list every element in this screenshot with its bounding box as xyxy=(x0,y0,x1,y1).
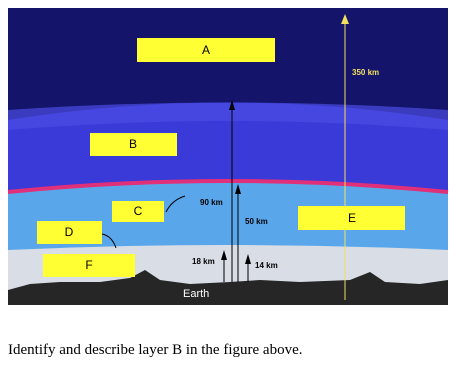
altitude-label: 90 km xyxy=(200,198,223,207)
label-box xyxy=(43,254,135,277)
question: Identify and describe layer B in the fig… xyxy=(8,342,303,358)
layer-label: D xyxy=(65,225,74,239)
boundary-line xyxy=(7,179,449,194)
label-box xyxy=(298,206,405,230)
altitude-label: 18 km xyxy=(192,257,215,266)
earth-surface xyxy=(8,270,448,305)
arrowhead xyxy=(245,254,251,264)
layer-label: A xyxy=(202,43,210,57)
arrowhead xyxy=(235,184,241,194)
layer-label: F xyxy=(85,258,92,272)
altitude-label: 50 km xyxy=(245,217,268,226)
layer-label: B xyxy=(129,137,137,151)
label-box xyxy=(37,221,102,244)
label-box xyxy=(90,133,177,156)
altitude-label: 350 km xyxy=(352,68,379,77)
label-box xyxy=(112,201,164,222)
pointer xyxy=(165,195,186,213)
arrowhead xyxy=(229,100,235,110)
layer-band xyxy=(8,102,448,130)
ground-label: Earth xyxy=(183,288,209,300)
label-box xyxy=(137,38,275,62)
arrowhead xyxy=(341,14,349,24)
arrowhead xyxy=(221,250,227,260)
pointer xyxy=(101,233,117,249)
layer-label: C xyxy=(134,204,143,218)
layer-label: E xyxy=(348,211,356,225)
altitude-label: 14 km xyxy=(255,261,278,270)
atmosphere-diagram: A B C D E F 350 km 90 km 50 km 18 km 14 … xyxy=(7,8,449,305)
